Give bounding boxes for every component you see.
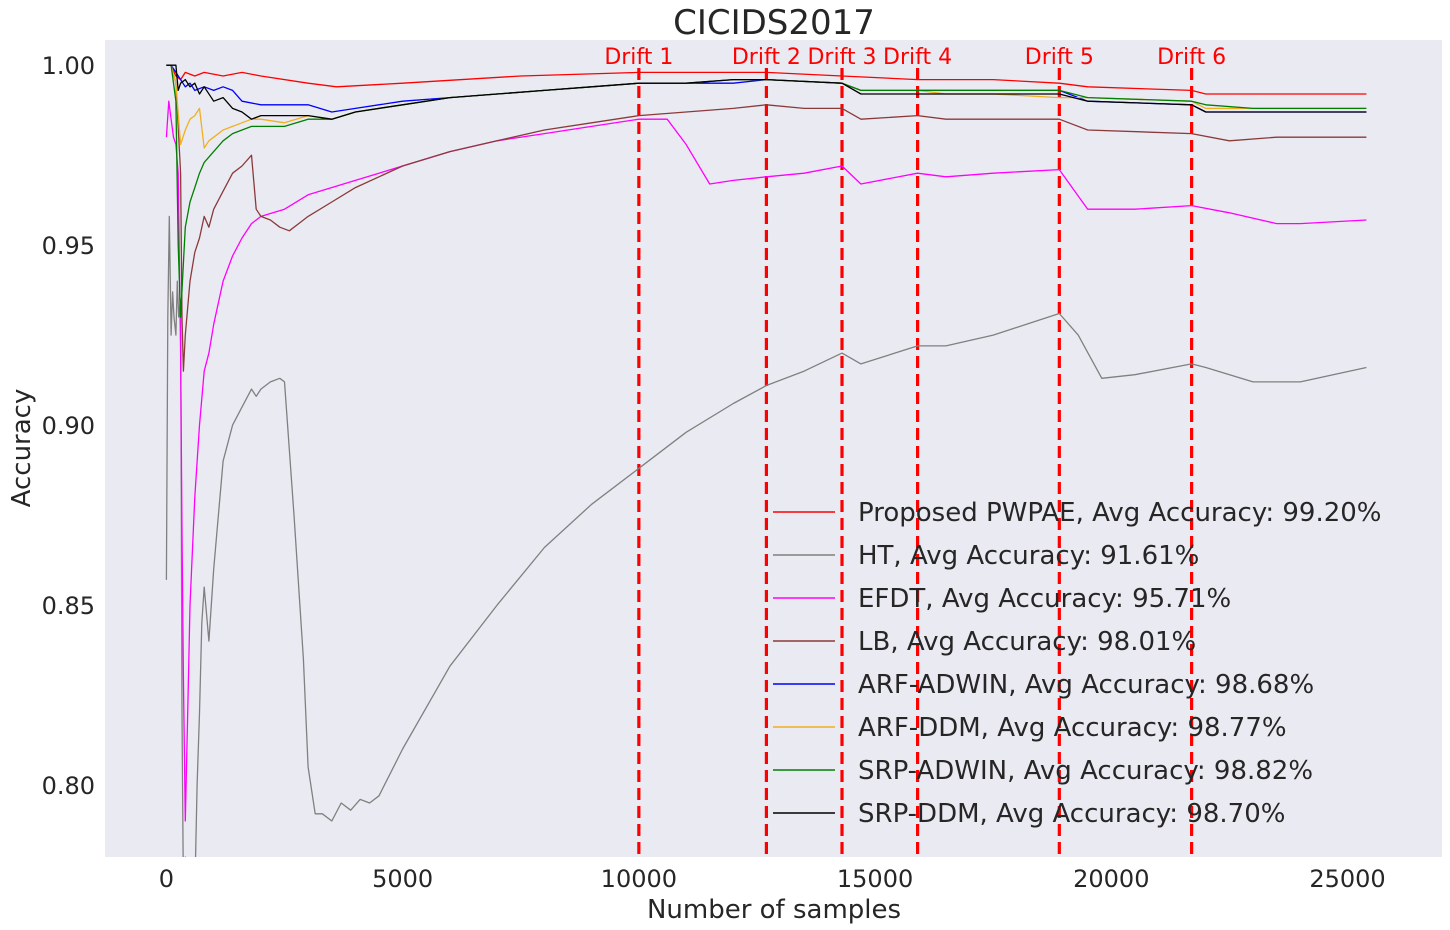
- series-line-3: [166, 64, 1367, 372]
- drift-label-6: Drift 6: [1157, 45, 1226, 70]
- drift-label-5: Drift 5: [1025, 45, 1094, 70]
- series-line-2: [165, 100, 1367, 822]
- x-axis-label: Number of samples: [647, 895, 901, 925]
- drift-label-1: Drift 1: [604, 45, 673, 70]
- x-tick-label: 20000: [1073, 865, 1149, 893]
- y-tick-label: 0.85: [42, 592, 95, 620]
- series-lines: [165, 64, 1367, 857]
- drift-label-2: Drift 2: [732, 45, 801, 70]
- series-line-0: [166, 64, 1367, 95]
- x-tick-label: 0: [159, 865, 174, 893]
- legend-label-0: Proposed PWPAE, Avg Accuracy: 99.20%: [858, 498, 1382, 528]
- x-tick-label: 5000: [372, 865, 433, 893]
- y-tick-label: 1.00: [42, 52, 95, 80]
- legend-label-4: ARF-ADWIN, Avg Accuracy: 98.68%: [858, 670, 1314, 700]
- legend-label-1: HT, Avg Accuracy: 91.61%: [858, 541, 1199, 571]
- legend-label-3: LB, Avg Accuracy: 98.01%: [858, 627, 1196, 657]
- legend-label-7: SRP-DDM, Avg Accuracy: 98.70%: [858, 799, 1285, 829]
- chart-title: CICIDS2017: [673, 3, 875, 43]
- y-axis-ticks: 0.80 0.85 0.90 0.95 1.00: [42, 52, 95, 800]
- legend-label-2: EFDT, Avg Accuracy: 95.71%: [858, 584, 1231, 614]
- y-tick-label: 0.95: [42, 232, 95, 260]
- y-tick-label: 0.90: [42, 412, 95, 440]
- legend: Proposed PWPAE, Avg Accuracy: 99.20% HT, …: [773, 498, 1382, 829]
- x-axis-ticks: 0 5000 10000 15000 20000 25000: [159, 865, 1386, 893]
- series-line-7: [166, 64, 1367, 120]
- x-tick-label: 25000: [1309, 865, 1385, 893]
- drift-lines: Drift 1 Drift 2 Drift 3 Drift 4 Drift 5 Drift…: [604, 45, 1226, 857]
- drift-label-4: Drift 4: [883, 45, 952, 70]
- y-tick-label: 0.80: [42, 772, 95, 800]
- y-axis-label: Accuracy: [7, 389, 37, 508]
- x-tick-label: 15000: [837, 865, 913, 893]
- legend-label-5: ARF-DDM, Avg Accuracy: 98.77%: [858, 713, 1287, 743]
- x-tick-label: 10000: [601, 865, 677, 893]
- series-line-1: [165, 215, 1367, 857]
- drift-label-3: Drift 3: [807, 45, 876, 70]
- legend-label-6: SRP-ADWIN, Avg Accuracy: 98.82%: [858, 756, 1313, 786]
